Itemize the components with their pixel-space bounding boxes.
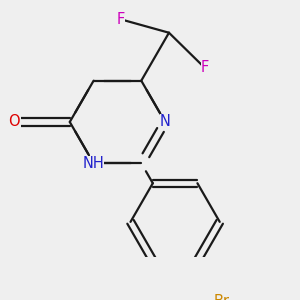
Text: N: N [160,115,171,130]
Text: NH: NH [83,156,104,171]
Text: F: F [117,12,125,27]
Text: O: O [9,115,20,130]
Text: F: F [201,60,209,75]
Text: Br: Br [213,294,229,300]
